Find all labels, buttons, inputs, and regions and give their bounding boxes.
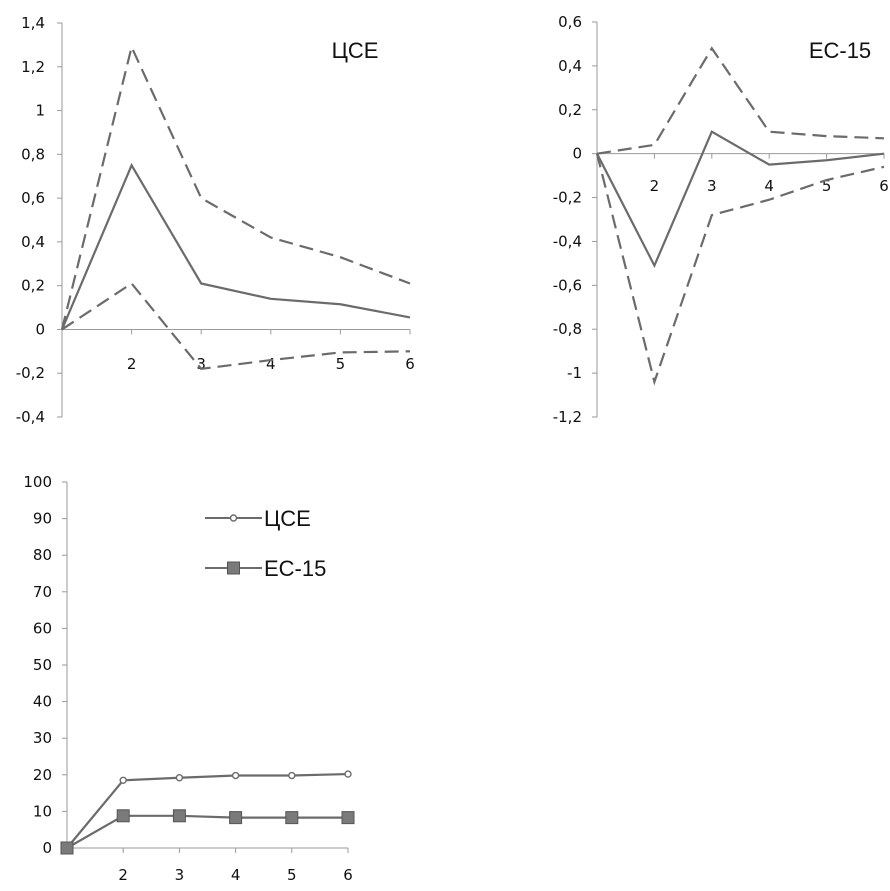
y-tick-label: 20 <box>33 766 52 784</box>
y-tick-label: 80 <box>33 546 52 564</box>
series-line-2 <box>61 282 411 371</box>
data-point-circle <box>344 770 352 778</box>
y-tick-label: 100 <box>23 473 52 491</box>
y-tick-label: 10 <box>33 802 52 820</box>
data-point-square <box>229 811 243 825</box>
legend-marker-circle <box>229 514 238 522</box>
x-tick-label: 3 <box>196 355 206 373</box>
series-line-1 <box>596 46 885 155</box>
y-tick-label: 0,2 <box>21 277 45 295</box>
y-tick-label: -0,4 <box>16 408 45 426</box>
series-line-0 <box>596 130 885 269</box>
x-tick-label: 3 <box>707 177 717 195</box>
y-tick-label: 0,4 <box>21 233 45 251</box>
data-point-circle <box>175 774 184 782</box>
y-tick-label: 0 <box>35 320 45 338</box>
series-line-0 <box>66 772 349 849</box>
y-tick-label: -0,8 <box>553 320 582 338</box>
chart-eu15: 0,6 0,4 0,2 0 -0,2 -0,4 -0,6 -0,8 -1 -1,2 2 3 4 5 6 ЕС-… <box>553 13 889 426</box>
y-tick-label: 0,8 <box>21 145 45 163</box>
chart-title: ЕС-15 <box>809 38 871 63</box>
x-tick-label: 6 <box>405 355 415 373</box>
x-tick-label: 4 <box>764 177 774 195</box>
data-point-circle <box>231 771 240 780</box>
legend-label: ЦСЕ <box>264 506 311 531</box>
x-tick-label: 5 <box>287 866 297 884</box>
legend-marker-square <box>227 561 240 575</box>
x-tick-label: 5 <box>336 355 346 373</box>
x-tick-label: 4 <box>266 355 276 373</box>
x-tick-label: 2 <box>650 177 660 195</box>
data-point-square <box>285 811 299 825</box>
y-tick-label: -0,4 <box>553 232 582 250</box>
x-tick-label: 6 <box>879 177 889 195</box>
y-tick-label: 40 <box>33 693 52 711</box>
y-tick-label: 0,6 <box>21 189 45 207</box>
y-tick-label: -1,2 <box>553 408 582 426</box>
y-tick-label: 0 <box>42 839 52 857</box>
y-tick-label: 30 <box>33 729 52 747</box>
series-line-1 <box>60 43 411 330</box>
series-line-0 <box>60 162 411 330</box>
chart-title: ЦСЕ <box>332 38 379 63</box>
y-tick-label: -0,6 <box>553 276 582 294</box>
data-point-circle <box>119 776 127 784</box>
y-tick-label: -0,2 <box>16 364 45 382</box>
data-point-circle <box>288 771 296 780</box>
y-tick-label: -0,2 <box>553 189 582 207</box>
x-tick-label: 2 <box>127 355 137 373</box>
y-tick-label: 50 <box>33 656 52 674</box>
series-line-2 <box>595 153 885 386</box>
y-tick-label: 0,6 <box>558 13 582 31</box>
x-tick-label: 2 <box>118 866 128 884</box>
y-tick-label: 0 <box>572 145 582 163</box>
y-tick-label: 60 <box>33 619 52 637</box>
x-tick-label: 6 <box>343 866 353 884</box>
y-tick-label: 70 <box>33 583 52 601</box>
x-tick-label: 5 <box>822 177 832 195</box>
legend-label: ЕС-15 <box>264 556 326 581</box>
series-line-1 <box>66 814 348 849</box>
y-tick-label: -1 <box>567 364 582 382</box>
chart-cse: 1,4 1,2 1 0,8 0,6 0,4 0,2 0 -0,2 -0,4 2 3 4 5 6 ЦСЕ <box>16 14 415 426</box>
data-point-square <box>341 811 355 825</box>
data-point-square <box>116 809 130 823</box>
y-tick-label: 1,2 <box>21 58 45 76</box>
y-tick-label: 0,2 <box>558 101 582 119</box>
data-point-square <box>60 841 74 855</box>
y-tick-label: 0,4 <box>558 57 582 75</box>
y-tick-label: 1,4 <box>21 14 45 32</box>
y-tick-label: 90 <box>33 510 52 528</box>
x-tick-label: 3 <box>175 866 185 884</box>
data-point-square <box>172 809 186 823</box>
x-tick-label: 4 <box>231 866 241 884</box>
y-tick-label: 1 <box>35 102 45 120</box>
